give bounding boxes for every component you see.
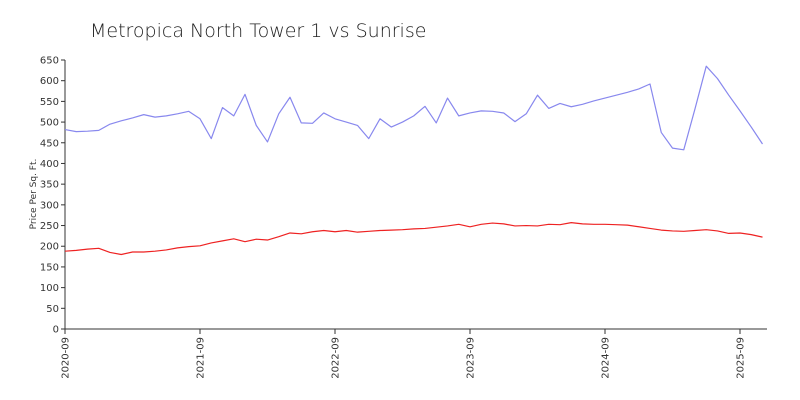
y-tick-label: 500 <box>40 118 59 129</box>
y-tick-label: 200 <box>40 242 59 253</box>
y-tick-label: 0 <box>53 325 59 336</box>
series-layer <box>64 65 764 256</box>
y-axis-ticks: 0 50 100 150 200 250 300 350 400 450 500 550 600 650 <box>40 56 65 336</box>
x-tick-label: 2023-09 <box>466 337 477 379</box>
series-line-1 <box>64 65 764 151</box>
x-tick-label: 2020-09 <box>61 337 72 379</box>
y-axis-label: Price Per Sq. Ft. <box>29 159 39 230</box>
y-tick-label: 400 <box>40 159 59 170</box>
y-tick-label: 450 <box>40 138 59 149</box>
y-tick-label: 300 <box>40 200 59 211</box>
series-line-2 <box>64 222 763 256</box>
axes <box>64 60 767 330</box>
y-tick-label: 150 <box>40 262 59 273</box>
y-tick-label: 350 <box>40 180 59 191</box>
x-axis-ticks: 2020-09 2021-09 2022-09 2023-09 2024-09 2025-… <box>61 329 747 379</box>
y-tick-label: 50 <box>46 304 59 315</box>
y-tick-label: 550 <box>40 97 59 108</box>
y-tick-label: 600 <box>40 76 59 87</box>
x-tick-label: 2024-09 <box>601 337 612 379</box>
y-tick-label: 250 <box>40 221 59 232</box>
x-tick-label: 2025-09 <box>736 337 747 379</box>
x-tick-label: 2021-09 <box>196 337 207 379</box>
y-tick-label: 650 <box>40 56 59 67</box>
chart-title: Metropica North Tower 1 vs Sunrise <box>90 20 426 42</box>
x-tick-label: 2022-09 <box>331 337 342 379</box>
y-tick-label: 100 <box>40 283 59 294</box>
